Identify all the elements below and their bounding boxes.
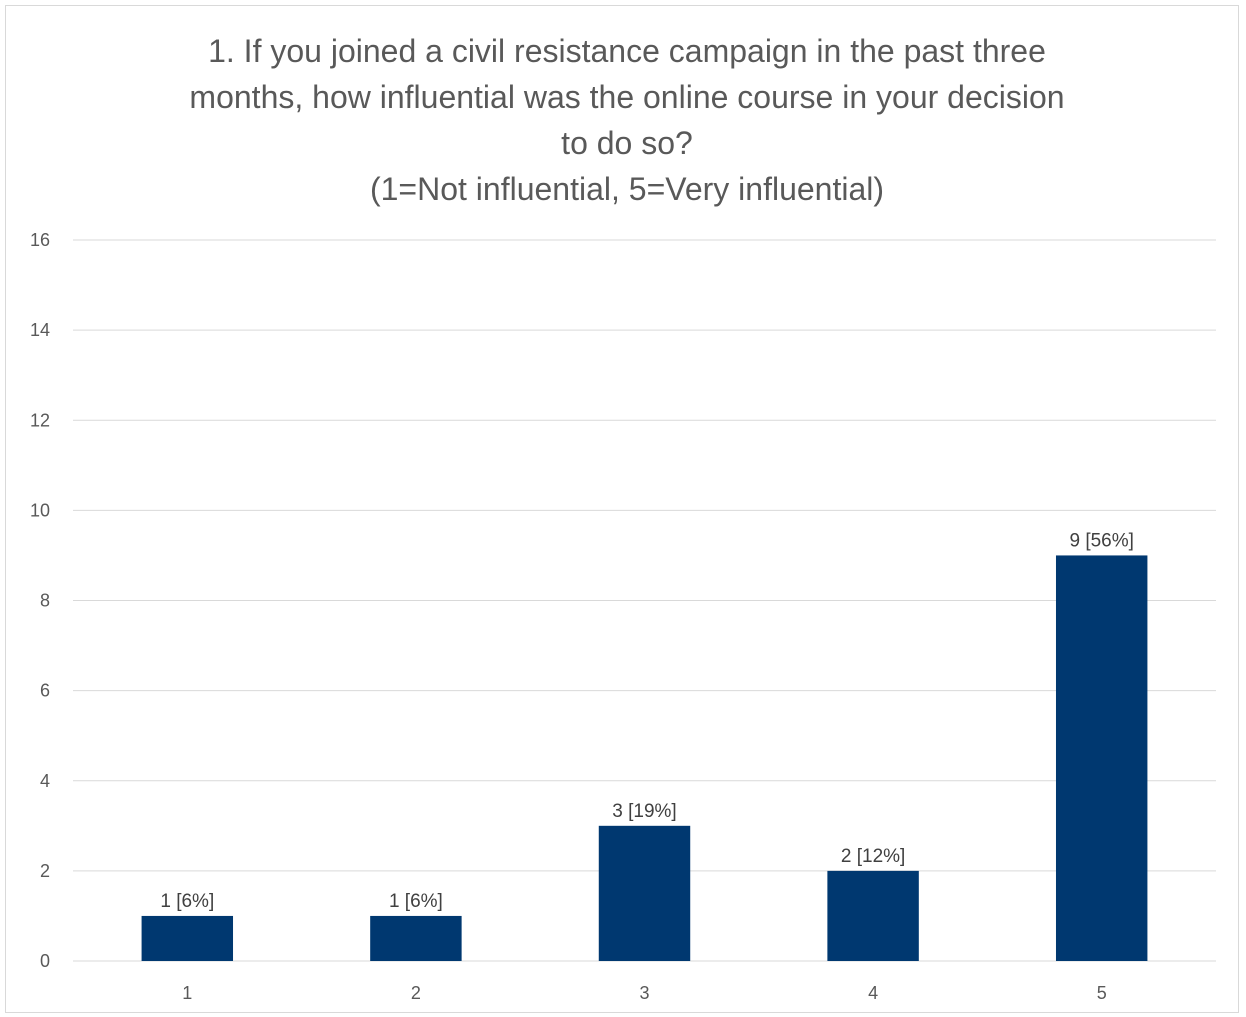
- x-tick-label: 4: [868, 983, 878, 1003]
- data-label: 1 [6%]: [389, 891, 443, 912]
- bar: [598, 825, 691, 961]
- x-tick-label: 5: [1097, 983, 1107, 1003]
- bar: [827, 870, 919, 961]
- x-axis-ticks: 1 2 3 4 5: [182, 983, 1106, 1003]
- data-label: 9 [56%]: [1069, 530, 1133, 551]
- y-tick-label: 10: [30, 500, 50, 520]
- y-tick-label: 16: [30, 230, 50, 250]
- data-label: 1 [6%]: [160, 891, 214, 912]
- y-tick-label: 12: [30, 410, 50, 430]
- data-label: 2 [12%]: [841, 846, 905, 867]
- y-tick-label: 14: [30, 320, 50, 340]
- chart-title-line: to do so?: [561, 125, 693, 161]
- chart-title-line: (1=Not influential, 5=Very influential): [369, 171, 885, 207]
- y-tick-label: 6: [40, 681, 50, 701]
- y-tick-label: 0: [40, 951, 50, 971]
- y-tick-label: 8: [40, 591, 50, 611]
- bars: [141, 555, 1148, 961]
- y-axis-ticks: 0 2 4 6 8 10 12 14 16: [30, 230, 50, 971]
- y-tick-label: 2: [40, 861, 50, 881]
- data-labels: 1 [6%] 1 [6%] 3 [19%] 2 [12%] 9 [56%]: [160, 530, 1134, 912]
- y-tick-label: 4: [40, 771, 50, 791]
- chart-title-line: 1. If you joined a civil resistance camp…: [208, 33, 1046, 69]
- chart-title-line: months, how influential was the online c…: [189, 79, 1065, 115]
- chart-title: 1. If you joined a civil resistance camp…: [0, 28, 1246, 212]
- bar: [141, 915, 234, 961]
- x-tick-label: 2: [411, 983, 421, 1003]
- x-tick-label: 3: [639, 983, 649, 1003]
- bar: [370, 915, 462, 961]
- bar: [1055, 555, 1148, 961]
- data-label: 3 [19%]: [612, 801, 676, 822]
- x-tick-label: 1: [182, 983, 192, 1003]
- gridlines: [73, 239, 1216, 962]
